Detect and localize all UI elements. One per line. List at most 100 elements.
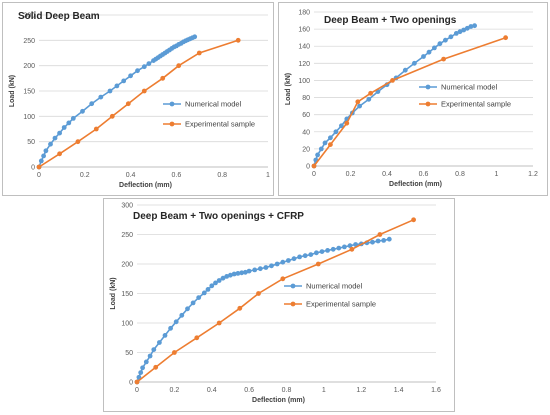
numerical-model-point	[461, 27, 467, 33]
x-tick-label: 1.2	[356, 387, 366, 394]
experimental-sample-point	[93, 126, 99, 132]
numerical-model-point	[190, 300, 196, 306]
experimental-sample-point	[328, 142, 333, 148]
y-tick-label: 150	[121, 291, 133, 298]
numerical-model-point	[333, 129, 339, 135]
numerical-model-point	[162, 333, 168, 338]
legend-numerical-model-label: Numerical model	[441, 83, 498, 92]
y-tick-label: 180	[298, 10, 310, 17]
experimental-sample-point	[141, 88, 147, 94]
numerical-model-point	[468, 24, 474, 29]
y-tick-label: 50	[27, 139, 35, 146]
experimental-sample-point	[57, 151, 62, 157]
numerical-model-point	[235, 271, 241, 276]
x-tick-label: 1.2	[528, 171, 538, 178]
numerical-model-point	[80, 108, 85, 114]
x-tick-label: 1	[322, 387, 326, 394]
experimental-sample-point	[134, 379, 140, 385]
numerical-model-point	[114, 83, 120, 89]
legend-experimental-sample-swatch-marker	[290, 301, 296, 307]
numerical-model-point	[179, 312, 185, 318]
numerical-model-point	[366, 96, 372, 102]
experimental-sample-point	[441, 56, 446, 62]
numerical-model-point	[52, 135, 58, 141]
experimental-sample-point	[36, 164, 42, 170]
experimental-sample-point	[172, 350, 177, 355]
x-tick-label: 0.8	[282, 387, 292, 394]
numerical-model-point	[432, 45, 437, 51]
chart-title: Solid Deep Beam	[18, 11, 100, 22]
numerical-model-point	[168, 325, 173, 331]
y-axis-label: Load (kN)	[285, 73, 292, 105]
numerical-model-point	[140, 365, 145, 371]
numerical-model-point	[121, 78, 127, 84]
numerical-model-point	[357, 103, 362, 109]
x-axis-label: Deflection (mm)	[389, 181, 442, 188]
numerical-model-point	[173, 319, 179, 325]
numerical-model-point	[269, 263, 274, 269]
y-tick-label: 100	[298, 78, 310, 85]
numerical-model-point	[66, 120, 72, 126]
numerical-model-point	[141, 64, 147, 70]
y-tick-label: 80	[302, 95, 310, 102]
y-tick-label: 300	[23, 13, 35, 20]
chart-two-openings: 0 20 40 60 80 100 120 140 160 180 0 0.2 0.4 0.6 0.8 1 1.…	[285, 10, 538, 189]
y-tick-label: 0	[31, 165, 35, 172]
x-tick-label: 0.4	[382, 171, 392, 178]
legend-experimental-sample-label: Experimental sample	[185, 120, 255, 129]
chart-two-openings-cfrp: 0 50 100 150 200 250 300 0 0.2 0.4 0.6 0.8 1 1.2 1.4 1.…	[110, 203, 441, 405]
y-tick-label: 250	[121, 232, 133, 239]
numerical-model-point	[48, 141, 53, 147]
numerical-model-line	[136, 238, 390, 383]
chart-panel-two-openings-cfrp: 0 50 100 150 200 250 300 0 0.2 0.4 0.6 0.8 1 1.2 1.4 1.…	[103, 198, 455, 412]
chart-panel-solid-deep-beam: 0 50 100 150 200 250 300 0 0.2 0.4 0.6 0.8 1 Deflecti…	[2, 2, 274, 196]
numerical-model-point	[339, 123, 344, 129]
numerical-model-point	[274, 261, 280, 267]
x-tick-label: 0	[37, 172, 41, 179]
x-tick-label: 1	[495, 171, 499, 178]
numerical-model-point	[136, 374, 142, 380]
numerical-model-point	[286, 258, 291, 263]
numerical-model-point	[70, 116, 76, 121]
x-tick-label: 1.4	[394, 387, 404, 394]
experimental-sample-point	[176, 63, 182, 69]
numerical-model-point	[135, 68, 140, 74]
chart-panel-two-openings: 0 20 40 60 80 100 120 140 160 180 0 0.2 0.4 0.6 0.8 1 1.…	[278, 2, 548, 196]
experimental-sample-point	[194, 335, 200, 341]
y-axis-label: Load (kN)	[9, 75, 16, 107]
y-tick-label: 100	[23, 114, 35, 121]
x-tick-label: 0	[312, 171, 316, 178]
numerical-model-point	[138, 370, 144, 375]
experimental-sample-point	[196, 50, 202, 56]
numerical-model-point	[412, 60, 417, 66]
x-tick-label: 0.6	[172, 172, 182, 179]
y-tick-label: 20	[302, 146, 310, 153]
experimental-sample-point	[160, 75, 166, 81]
numerical-model-point	[57, 130, 62, 136]
experimental-sample-point	[235, 37, 241, 43]
x-tick-label: 0.6	[419, 171, 429, 178]
numerical-model-point	[228, 272, 233, 278]
numerical-model-point	[143, 359, 149, 365]
numerical-model-point	[375, 238, 381, 244]
numerical-model-point	[381, 238, 387, 243]
experimental-sample-point	[355, 99, 361, 105]
numerical-model-point	[464, 25, 470, 31]
x-tick-label: 0	[135, 387, 139, 394]
y-tick-label: 300	[121, 203, 133, 210]
numerical-model-point	[146, 61, 152, 66]
experimental-sample-point	[368, 90, 373, 96]
numerical-model-point	[98, 94, 104, 100]
numerical-model-point	[342, 244, 347, 250]
x-tick-label: 0.8	[455, 171, 465, 178]
numerical-model-point	[336, 245, 342, 251]
numerical-model-point	[302, 253, 308, 259]
x-tick-label: 0.2	[170, 387, 180, 394]
numerical-model-point	[437, 41, 443, 47]
y-tick-label: 0	[129, 380, 133, 387]
numerical-model-point	[185, 306, 190, 312]
y-tick-label: 200	[23, 63, 35, 70]
experimental-sample-point	[216, 320, 222, 326]
experimental-sample-point	[390, 78, 395, 83]
numerical-model-point	[209, 283, 215, 289]
